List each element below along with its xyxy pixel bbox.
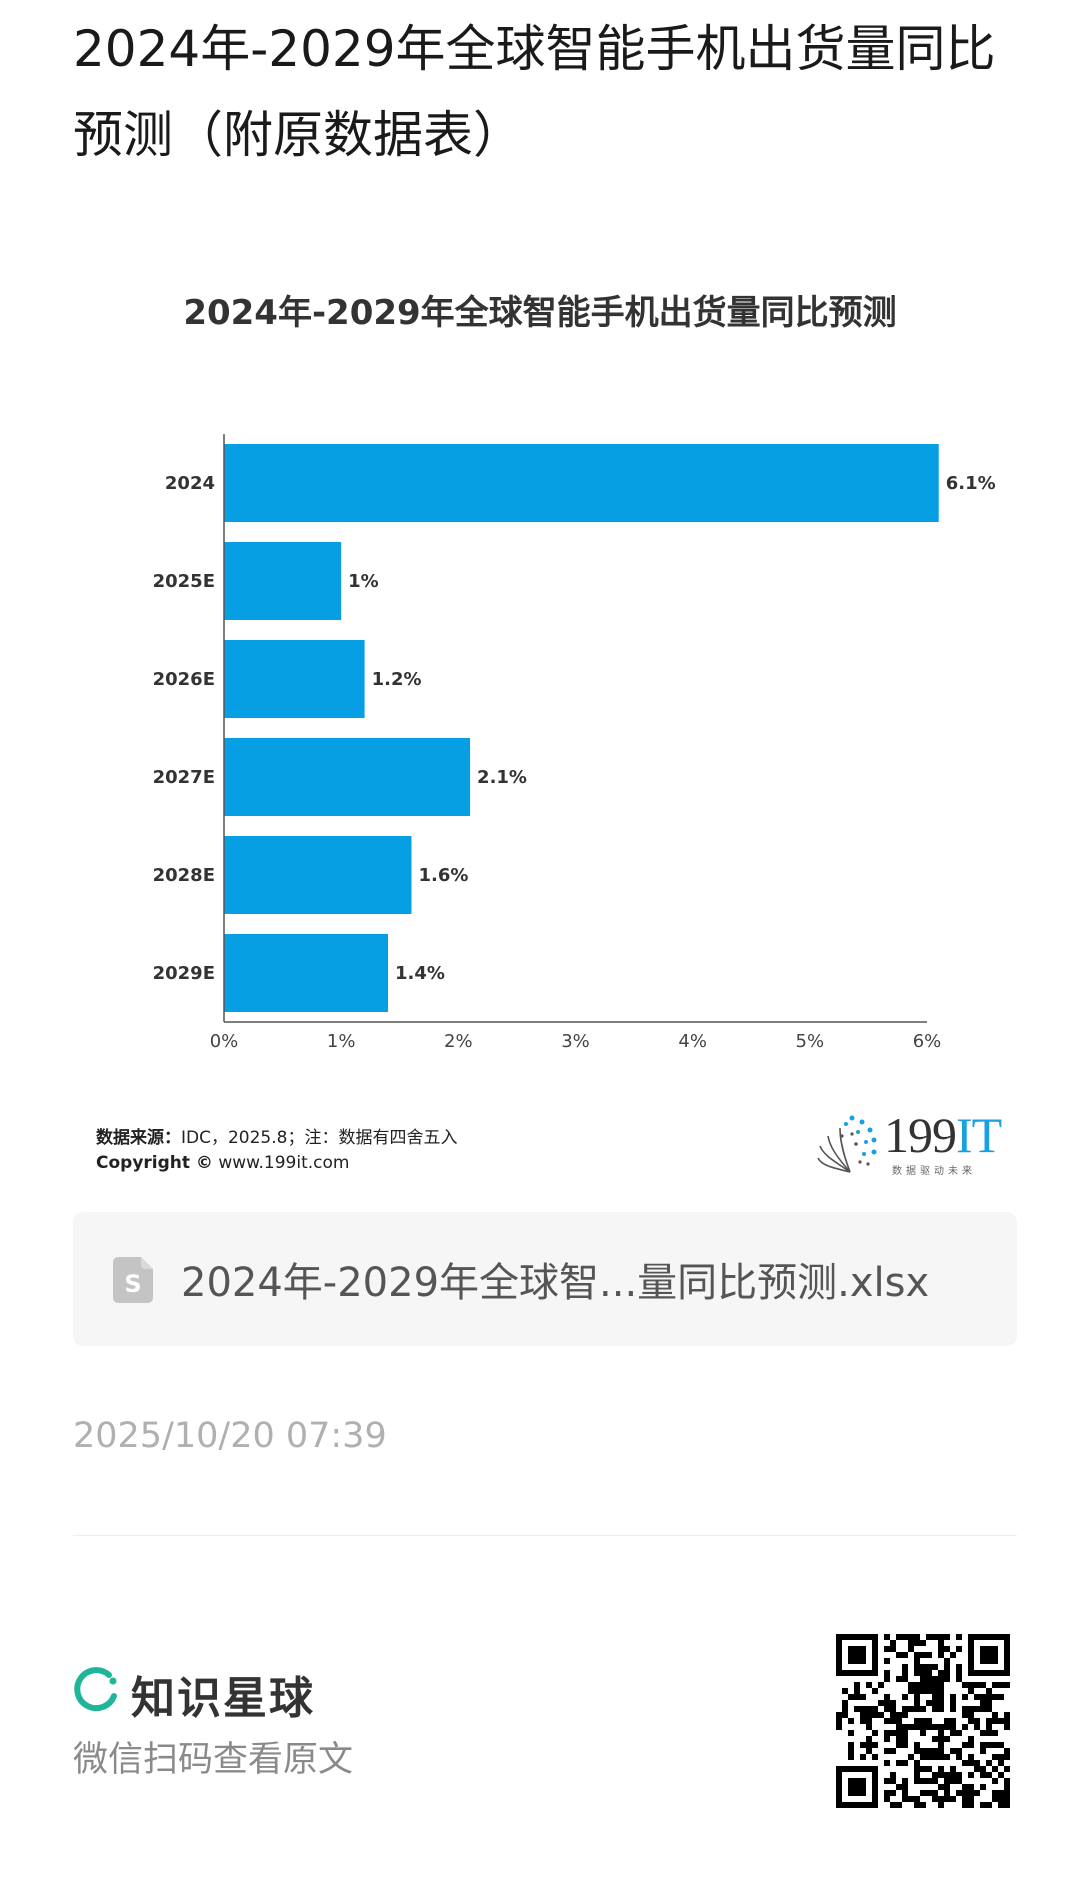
x-tick-label: 2% [444, 1031, 473, 1052]
scan-hint: 微信扫码查看原文 [73, 1740, 354, 1780]
zsxq-logo-icon [74, 1667, 117, 1712]
value-label-2028E: 1.6% [418, 865, 468, 886]
x-tick-label: 4% [678, 1031, 707, 1052]
logo-slogan: 数据驱动未来 [892, 1166, 976, 1177]
qr-code [836, 1634, 1010, 1808]
value-label-2025E: 1% [348, 571, 379, 592]
svg-text:S: S [124, 1270, 141, 1298]
logo-199it: 199IT 数据驱动未来 [816, 1107, 1006, 1182]
category-label-2025E: 2025E [153, 571, 215, 592]
value-label-2026E: 1.2% [372, 669, 422, 690]
x-tick-label: 3% [561, 1031, 590, 1052]
logo-wordmark: 199IT [884, 1107, 1002, 1163]
data-source-label: 数据来源： [96, 1128, 181, 1148]
data-source-text: IDC，2025.8；注：数据有四舍五入 [181, 1128, 458, 1148]
brand-name: 知识星球 [131, 1673, 315, 1724]
data-source-line: 数据来源：IDC，2025.8；注：数据有四舍五入 [96, 1123, 457, 1148]
bar-2029E [224, 934, 389, 1012]
copyright-label: Copyright © [96, 1153, 213, 1173]
post-timestamp: 2025/10/20 07:39 [73, 1416, 387, 1456]
category-label-2029E: 2029E [153, 963, 215, 984]
x-tick-label: 5% [796, 1031, 825, 1052]
x-tick-label: 1% [327, 1031, 356, 1052]
bar-chart: 2024 6.1% 2025E 1% 2026E 1.2% 2027E 2.1% 2028E 1.… [153, 434, 996, 1052]
value-label-2024: 6.1% [946, 473, 996, 494]
category-label-2027E: 2027E [153, 767, 215, 788]
divider [73, 1535, 1017, 1536]
spreadsheet-file-icon: S [113, 1257, 153, 1303]
x-tick-label: 6% [913, 1031, 942, 1052]
category-label-2028E: 2028E [153, 865, 215, 886]
dandelion-logo-icon [817, 1115, 877, 1173]
value-label-2027E: 2.1% [477, 767, 527, 788]
category-label-2024: 2024 [165, 473, 215, 494]
page-title: 2024年-2029年全球智能手机出货量同比预测（附原数据表） [73, 20, 996, 164]
bar-2026E [224, 640, 365, 718]
copyright-line: Copyright © www.199it.com [96, 1153, 349, 1173]
value-label-2029E: 1.4% [395, 963, 445, 984]
file-name: 2024年-2029年全球智...量同比预测.xlsx [181, 1260, 930, 1306]
attachment-file-card[interactable]: S 2024年-2029年全球智...量同比预测.xlsx [73, 1212, 1017, 1346]
bar-2024 [224, 444, 939, 522]
copyright-site: www.199it.com [218, 1153, 350, 1173]
category-label-2026E: 2026E [153, 669, 215, 690]
x-tick-label: 0% [210, 1031, 239, 1052]
chart-title: 2024年-2029年全球智能手机出货量同比预测 [183, 293, 897, 333]
bar-2027E [224, 738, 471, 816]
bar-2028E [224, 836, 412, 914]
bar-2025E [224, 542, 342, 620]
